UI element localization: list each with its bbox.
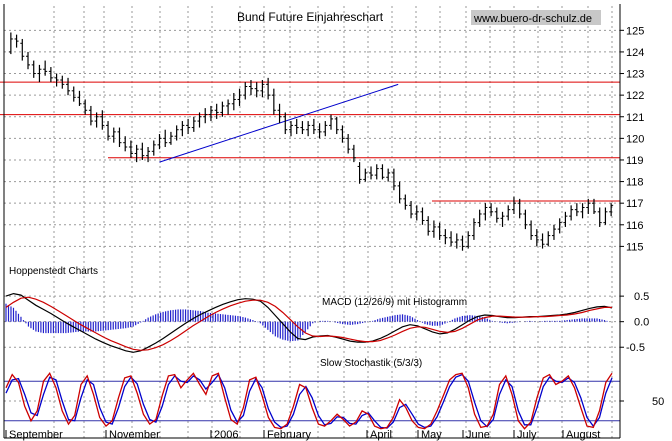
price-tick-label: 125	[626, 25, 644, 37]
macd-panel	[4, 292, 620, 353]
macd-tick-label: 0.5	[634, 291, 649, 303]
price-tick-label: 119	[626, 155, 644, 167]
macd-tick-label: 0.0	[634, 317, 649, 329]
month-tick-label: July	[517, 429, 537, 441]
price-tick-label: 123	[626, 69, 644, 81]
stochastic-tick-label: 50	[652, 396, 664, 408]
signal-line	[5, 296, 612, 351]
stochastic-title: Slow Stochastik (5/3/3)	[320, 358, 422, 369]
price-tick-label: 115	[626, 241, 644, 253]
chart-title: Bund Future Einjahreschart	[237, 10, 384, 24]
stochastic-d-line	[5, 373, 613, 429]
grid-layer	[4, 6, 620, 438]
source-url[interactable]: www.buero-dr-schulz.de	[473, 13, 592, 25]
price-tick-label: 118	[626, 177, 644, 189]
stochastic-panel	[4, 372, 620, 430]
macd-title: MACD (12/26/9) mit Histogramm	[322, 297, 467, 308]
month-tick-label: August	[566, 429, 600, 441]
source-badge	[471, 10, 601, 25]
month-tick-label: 2006	[214, 429, 238, 441]
month-tick-label: September	[9, 429, 63, 441]
price-panel	[0, 32, 620, 251]
credit-label: Hoppenstedt Charts	[9, 266, 98, 277]
macd-tick-label: -0.5	[626, 342, 645, 354]
price-tick-label: 117	[626, 198, 644, 210]
stochastic-k-line	[5, 372, 613, 430]
macd-line	[5, 292, 613, 353]
trend-line	[159, 83, 399, 163]
month-tick-label: February	[267, 429, 312, 441]
month-tick-label: April	[370, 429, 392, 441]
axes-layer: 115 116 117 118 119 120 121 122 123 124 125 -0.5 0.0…	[3, 4, 664, 441]
price-tick-label: 120	[626, 133, 644, 145]
price-tick-label: 116	[626, 220, 644, 232]
month-tick-label: June	[466, 429, 490, 441]
price-tick-label: 122	[626, 90, 644, 102]
price-tick-label: 124	[626, 47, 644, 59]
month-tick-label: May	[421, 429, 442, 441]
month-tick-label: November	[109, 429, 160, 441]
price-tick-label: 121	[626, 112, 644, 124]
